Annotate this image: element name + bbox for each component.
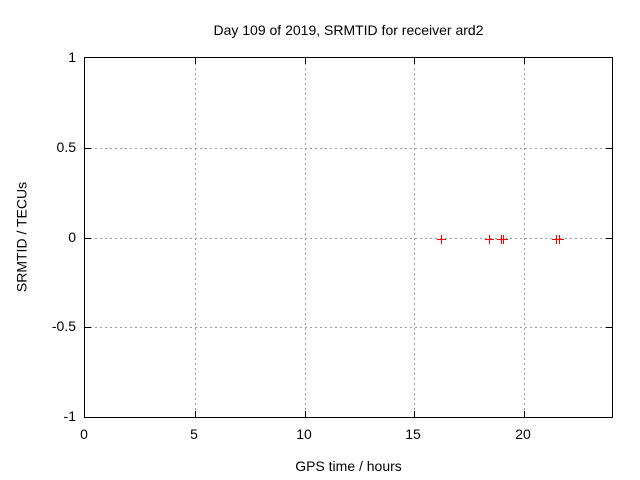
y-tick-label: 0 [68, 229, 76, 245]
y-tick-mark-right [606, 238, 612, 239]
x-tick-label: 5 [190, 426, 198, 442]
marker-vertical-stroke [502, 234, 504, 244]
y-tick-mark-left [85, 327, 91, 328]
marker-vertical-stroke [441, 234, 443, 244]
data-point-marker [498, 234, 508, 244]
y-tick-mark-right [606, 327, 612, 328]
x-tick-label: 15 [405, 426, 421, 442]
x-tick-mark-top [305, 58, 306, 64]
marker-vertical-stroke [488, 234, 490, 244]
y-tick-label: -0.5 [51, 318, 76, 334]
data-point-marker [554, 234, 564, 244]
y-tick-label: 0.5 [56, 139, 76, 155]
x-tick-mark-bottom [195, 411, 196, 417]
y-tick-label: 1 [68, 49, 76, 65]
x-axis-label: GPS time / hours [295, 458, 402, 474]
y-tick-mark-left [85, 148, 91, 149]
chart-title: Day 109 of 2019, SRMTID for receiver ard… [213, 22, 484, 38]
x-tick-label: 0 [80, 426, 88, 442]
marker-vertical-stroke [558, 234, 560, 244]
x-tick-mark-top [524, 58, 525, 64]
grid-line-horizontal [85, 237, 612, 239]
x-tick-mark-bottom [524, 411, 525, 417]
grid-line-horizontal [85, 147, 612, 149]
x-tick-mark-top [195, 58, 196, 64]
x-tick-label: 10 [296, 426, 312, 442]
grid-line-horizontal [85, 326, 612, 328]
plot-area [84, 57, 613, 418]
x-tick-label: 20 [515, 426, 531, 442]
x-tick-mark-bottom [414, 411, 415, 417]
y-tick-label: -1 [63, 408, 76, 424]
x-tick-mark-top [414, 58, 415, 64]
y-tick-mark-left [85, 238, 91, 239]
data-point-marker [437, 234, 447, 244]
data-point-marker [484, 234, 494, 244]
y-tick-mark-right [606, 148, 612, 149]
x-tick-mark-bottom [305, 411, 306, 417]
